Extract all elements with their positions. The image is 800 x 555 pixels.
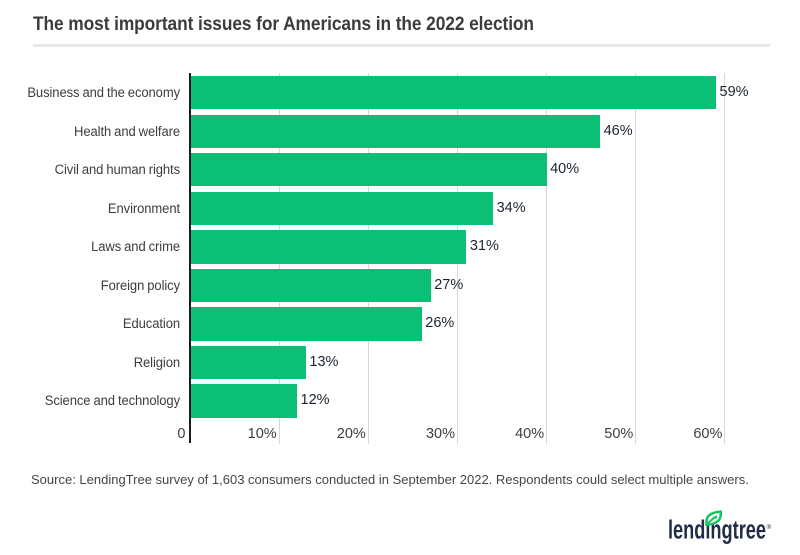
svg-text:®: ®: [767, 523, 772, 531]
